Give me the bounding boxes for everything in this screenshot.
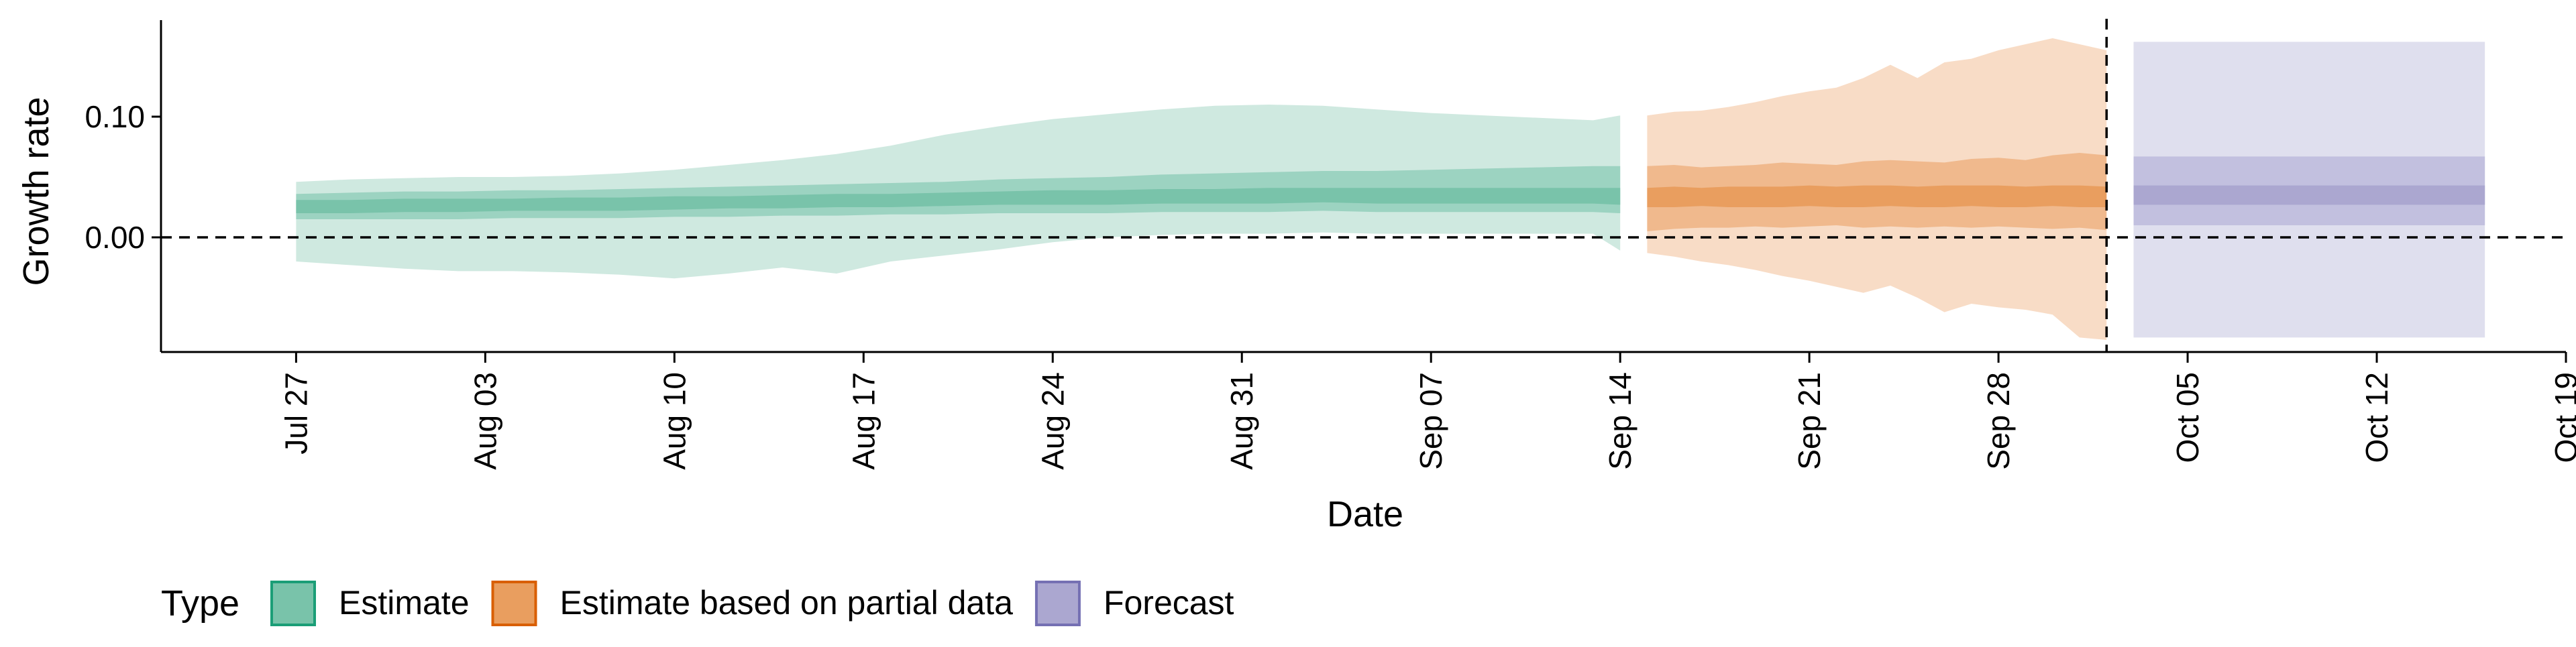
estimate-based-on-partial-data-inner-band (1647, 185, 2107, 207)
legend-key-estimate (270, 581, 316, 626)
x-tick-label: Aug 31 (1224, 372, 1259, 470)
legend-label-forecast: Forecast (1104, 584, 1234, 622)
x-tick-label: Aug 10 (657, 372, 692, 470)
legend: Type Estimate Estimate based on partial d… (161, 581, 1234, 626)
x-tick-label: Sep 07 (1413, 372, 1448, 470)
x-ticks: Jul 27 Aug 03 Aug 10 Aug 17 Aug 24 Aug 31 Sep … (278, 352, 2576, 470)
y-ticks: 0.00 0.10 (85, 99, 161, 255)
axes (160, 20, 2566, 353)
x-tick-label: Aug 17 (846, 372, 881, 470)
forecast-inner-band (2133, 185, 2485, 205)
y-axis-title: Growth rate (16, 97, 56, 286)
x-tick-label: Sep 14 (1603, 372, 1638, 470)
uncertainty-bands (296, 38, 2485, 340)
y-tick-label: 0.10 (85, 99, 145, 134)
legend-title: Type (161, 583, 239, 624)
reference-lines (161, 19, 2566, 352)
x-tick-label: Jul 27 (278, 372, 313, 455)
legend-key-forecast (1034, 581, 1081, 626)
x-tick-label: Oct 05 (2170, 372, 2205, 463)
x-axis-title: Date (1327, 494, 1403, 534)
x-tick-label: Oct 12 (2359, 372, 2394, 463)
x-tick-label: Aug 03 (468, 372, 502, 470)
x-tick-label: Oct 19 (2548, 372, 2576, 463)
y-tick-label: 0.00 (85, 220, 145, 255)
estimate-inner-band (296, 188, 1621, 213)
x-tick-label: Sep 21 (1792, 372, 1827, 470)
legend-label-estimate-based-on-partial-data: Estimate based on partial data (560, 584, 1014, 622)
x-tick-label: Aug 24 (1035, 372, 1070, 470)
legend-label-estimate: Estimate (339, 584, 470, 622)
x-tick-label: Sep 28 (1981, 372, 2016, 470)
legend-key-estimate-based-on-partial-data (491, 581, 537, 626)
